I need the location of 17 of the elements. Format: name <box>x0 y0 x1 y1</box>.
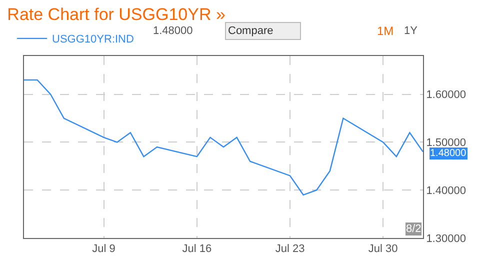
y-tick-label: 1.50000 <box>426 137 466 150</box>
text: 1M <box>377 24 394 38</box>
x-tick-label: Jul 9 <box>92 243 116 256</box>
annotation: 8/2 <box>406 223 422 235</box>
legend-label: USGG10YR:IND <box>52 34 134 46</box>
x-tick-label: Jul 23 <box>275 243 305 256</box>
y-tick-label: 1.60000 <box>426 89 466 102</box>
line-series <box>24 79 423 196</box>
x-tick-label: Jul 30 <box>368 243 398 256</box>
text: Compare <box>228 25 274 37</box>
text: 1.48000 <box>153 25 193 37</box>
annotation: 1.48000 <box>430 148 467 159</box>
text: 1Y <box>404 25 418 37</box>
x-tick-label: Jul 16 <box>182 243 212 256</box>
chart-title: Rate Chart for USGG10YR » <box>7 4 226 24</box>
y-tick-label: 1.30000 <box>426 232 466 245</box>
y-tick-label: 1.40000 <box>426 184 466 197</box>
